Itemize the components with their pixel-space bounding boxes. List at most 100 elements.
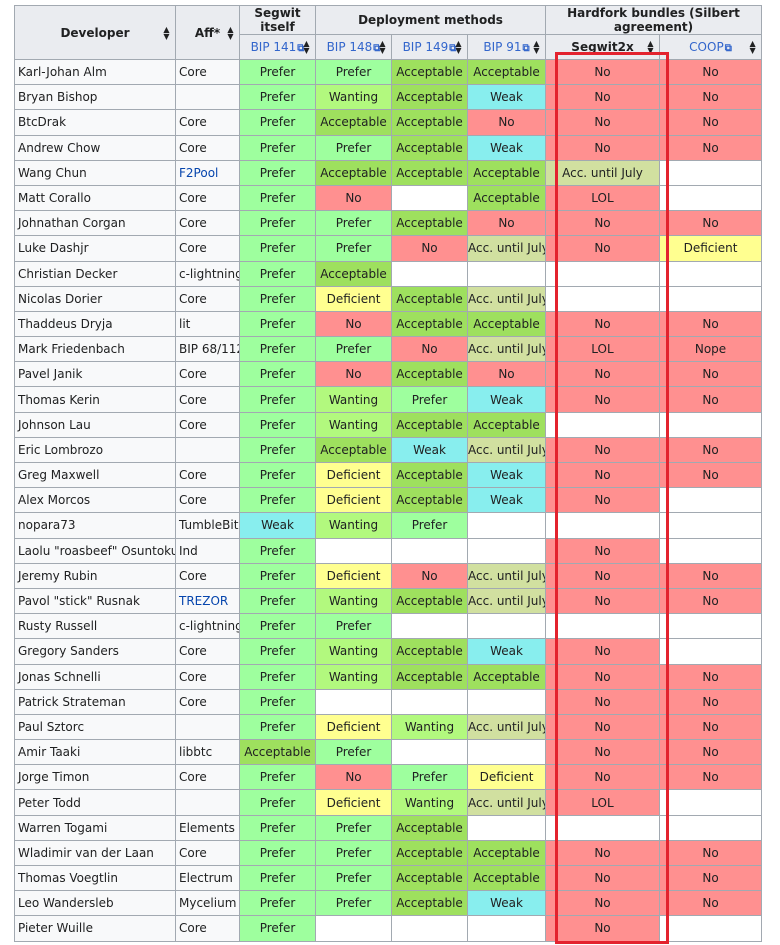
- bip91-cell: [467, 739, 546, 766]
- developer-column-header[interactable]: Developer ▲ ▼: [14, 5, 176, 60]
- affiliation-link[interactable]: F2Pool: [179, 165, 219, 180]
- bip91-cell: [467, 814, 546, 841]
- table-row: Karl-Johan Alm Core Prefer Prefer Acceptable…: [14, 58, 763, 86]
- developer-cell: Jonas Schnelli: [14, 663, 176, 690]
- sort-icon[interactable]: ▲ ▼: [227, 24, 234, 41]
- bip148-cell: [315, 537, 392, 564]
- bip148-cell: [315, 915, 392, 942]
- table-row: Paul Sztorc Prefer Deficient Wanting Acc. un…: [14, 713, 763, 741]
- affiliation-cell: Ind: [175, 537, 240, 564]
- header-row-subcolumns: BIP 141⧉ ▲ ▼ BIP 148⧉ ▲ ▼ BIP 149⧉ ▲ ▼ BIP …: [15, 34, 763, 60]
- developer-cell: Thomas Kerin: [14, 386, 176, 413]
- bip141-cell: Prefer: [239, 109, 316, 136]
- coop-cell: [658, 512, 763, 539]
- bip148-cell: Wanting: [315, 84, 392, 111]
- bip91-cell: Acc. until July: [467, 336, 546, 363]
- coop-cell: [658, 915, 763, 942]
- bip141-cell: Prefer: [239, 638, 316, 665]
- sort-icon[interactable]: ▲ ▼: [455, 39, 462, 55]
- table-row: Greg Maxwell Core Prefer Deficient Acceptabl…: [14, 461, 763, 489]
- segwit2x-cell: No: [545, 84, 660, 111]
- bip149-cell: Wanting: [391, 713, 468, 741]
- bip91-cell: Acceptable: [467, 663, 546, 690]
- affiliation-cell: c-lightning: [175, 260, 240, 287]
- bip148-cell: Deficient: [315, 789, 392, 816]
- sort-icon[interactable]: ▲ ▼: [749, 39, 756, 55]
- segwit-itself-header: Segwit itself: [239, 5, 316, 35]
- affiliation-link[interactable]: TREZOR: [179, 594, 229, 609]
- bip141-column-header[interactable]: BIP 141⧉ ▲ ▼: [239, 34, 316, 60]
- coop-cell: Deficient: [658, 235, 763, 262]
- segwit2x-column-header[interactable]: Segwit2x ▲ ▼: [545, 34, 660, 60]
- header-row-groups: Developer ▲ ▼ Aff* ▲ ▼ Segwit itself Deplo…: [14, 5, 763, 60]
- developer-cell: Bryan Bishop: [14, 84, 176, 111]
- segwit2x-cell: No: [545, 587, 660, 615]
- bip91-cell: Acc. until July: [467, 789, 546, 816]
- deployment-methods-header: Deployment methods: [315, 5, 546, 35]
- affiliation-cell: [175, 713, 240, 741]
- table-row: Jorge Timon Core Prefer No Prefer Deficient No…: [14, 764, 763, 791]
- coop-cell: No: [658, 739, 763, 766]
- affiliation-cell: Core: [175, 638, 240, 665]
- sort-icon[interactable]: ▲ ▼: [647, 39, 654, 55]
- affiliation-cell: Core: [175, 688, 240, 715]
- bip91-cell: Weak: [467, 386, 546, 413]
- bip148-cell: Prefer: [315, 814, 392, 841]
- segwit2x-header-label: Segwit2x: [571, 40, 634, 54]
- aff-header-label: Aff*: [194, 25, 221, 40]
- bip141-cell: Prefer: [239, 386, 316, 413]
- segwit2x-cell: No: [545, 890, 660, 917]
- table-row: Nicolas Dorier Core Prefer Deficient Accepta…: [14, 285, 763, 312]
- sort-icon[interactable]: ▲ ▼: [533, 39, 540, 55]
- coop-cell: No: [658, 310, 763, 338]
- coop-cell: No: [658, 361, 763, 388]
- coop-cell: No: [658, 58, 763, 86]
- affiliation-cell: Core: [175, 109, 240, 136]
- bip148-cell: No: [315, 184, 392, 212]
- table-row: Thaddeus Dryja lit Prefer No Acceptable Accep…: [14, 310, 763, 338]
- sort-icon[interactable]: ▲ ▼: [163, 24, 170, 41]
- bip91-link[interactable]: BIP 91: [483, 40, 522, 54]
- bip91-cell: [467, 688, 546, 715]
- developer-cell: Pieter Wuille: [14, 915, 176, 942]
- sort-icon[interactable]: ▲ ▼: [379, 39, 386, 55]
- segwit2x-cell: No: [545, 839, 660, 867]
- segwit2x-cell: LOL: [545, 789, 660, 816]
- bip91-column-header[interactable]: BIP 91⧉ ▲ ▼: [467, 34, 546, 60]
- bip149-column-header[interactable]: BIP 149⧉ ▲ ▼: [391, 34, 468, 60]
- affiliation-cell: Elements: [175, 814, 240, 841]
- table-row: Jonas Schnelli Core Prefer Wanting Acceptabl…: [14, 663, 763, 690]
- developer-cell: Gregory Sanders: [14, 638, 176, 665]
- bip149-cell: Acceptable: [391, 814, 468, 841]
- coop-column-header[interactable]: COOP⧉ ▲ ▼: [658, 34, 763, 60]
- bip148-cell: Prefer: [315, 839, 392, 867]
- bip148-link[interactable]: BIP 148: [326, 40, 373, 54]
- bip149-link[interactable]: BIP 149: [402, 40, 449, 54]
- coop-cell: No: [658, 663, 763, 690]
- sort-icon[interactable]: ▲ ▼: [303, 39, 310, 55]
- bip91-cell: Weak: [467, 890, 546, 917]
- coop-link[interactable]: COOP: [689, 40, 724, 54]
- bip148-column-header[interactable]: BIP 148⧉ ▲ ▼: [315, 34, 392, 60]
- table-row: Gregory Sanders Core Prefer Wanting Acceptab…: [14, 638, 763, 665]
- affiliation-cell: Core: [175, 235, 240, 262]
- segwit2x-cell: No: [545, 235, 660, 262]
- table-row: Matt Corallo Core Prefer No Acceptable LOL: [14, 184, 763, 212]
- bip91-cell: Acceptable: [467, 159, 546, 186]
- bip149-cell: Acceptable: [391, 134, 468, 161]
- table-row: Andrew Chow Core Prefer Prefer Acceptable Wea…: [14, 134, 763, 161]
- bip91-cell: Acc. until July: [467, 562, 546, 589]
- developer-cell: Amir Taaki: [14, 739, 176, 766]
- bip148-cell: Acceptable: [315, 260, 392, 287]
- bip149-cell: [391, 688, 468, 715]
- bip91-cell: Acceptable: [467, 864, 546, 892]
- aff-column-header[interactable]: Aff* ▲ ▼: [175, 5, 240, 60]
- table-body: Karl-Johan Alm Core Prefer Prefer Acceptable…: [14, 58, 763, 942]
- affiliation-cell: c-lightning: [175, 613, 240, 640]
- affiliation-cell: lit: [175, 310, 240, 338]
- developer-cell: Thaddeus Dryja: [14, 310, 176, 338]
- bip148-cell: Wanting: [315, 638, 392, 665]
- coop-cell: No: [658, 713, 763, 741]
- bip141-link[interactable]: BIP 141: [250, 40, 297, 54]
- coop-cell: No: [658, 386, 763, 413]
